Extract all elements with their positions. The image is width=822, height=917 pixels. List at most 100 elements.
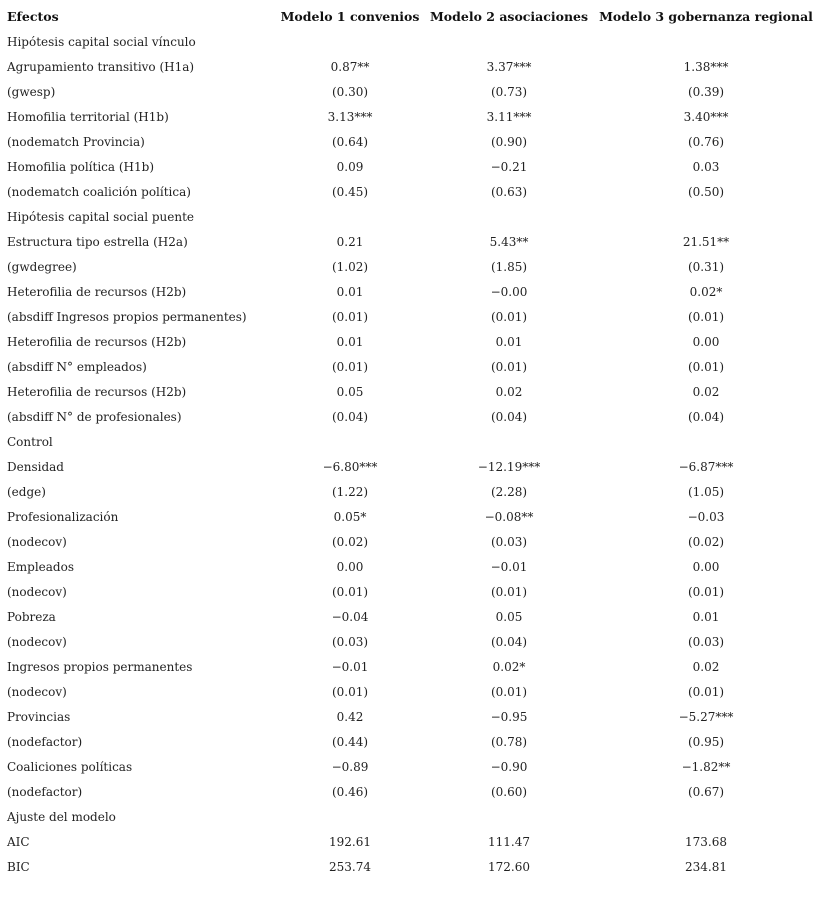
cell-value: 111.47 xyxy=(488,835,530,849)
cell-value: −1.82** xyxy=(681,760,731,774)
cell-value: (0.76) xyxy=(687,135,725,149)
row-label: Homofilia política (H1b) xyxy=(7,160,155,174)
cell-value: 253.74 xyxy=(329,860,371,874)
cell-value: (0.01) xyxy=(490,310,528,324)
cell-value: (0.60) xyxy=(490,785,528,799)
cell-value: 173.68 xyxy=(685,835,727,849)
cell-value: 3.37*** xyxy=(486,60,532,74)
cell-value: −0.01 xyxy=(490,560,528,574)
section-label: Ajuste del modelo xyxy=(7,810,116,824)
cell-value: (0.03) xyxy=(490,535,528,549)
row-label: Profesionalización xyxy=(7,510,119,524)
row-label: Pobreza xyxy=(7,610,56,624)
cell-value: (1.05) xyxy=(687,485,725,499)
cell-value: −0.08** xyxy=(484,510,534,524)
cell-value: 21.51** xyxy=(682,235,730,249)
cell-value: (0.01) xyxy=(490,585,528,599)
cell-value: 0.21 xyxy=(336,235,364,249)
cell-value: −6.87*** xyxy=(678,460,734,474)
section-label: Control xyxy=(7,435,53,449)
row-label: Coaliciones políticas xyxy=(7,760,133,774)
row-label: Homofilia territorial (H1b) xyxy=(7,110,169,124)
cell-value: (1.22) xyxy=(331,485,369,499)
cell-value: (0.01) xyxy=(331,685,369,699)
row-label: (absdiff Ingresos propios permanentes) xyxy=(7,310,247,324)
cell-value: 0.05 xyxy=(336,385,364,399)
cell-value: (0.64) xyxy=(331,135,369,149)
cell-value: 0.02 xyxy=(495,385,523,399)
row-label: (nodecov) xyxy=(7,685,67,699)
row-label: BIC xyxy=(7,860,30,874)
row-label: Heterofilia de recursos (H2b) xyxy=(7,385,187,399)
row-label: Provincias xyxy=(7,710,71,724)
column-header: Modelo 1 convenios xyxy=(280,9,420,24)
row-header-title: Efectos xyxy=(7,9,59,24)
column-header: Modelo 3 gobernanza regional xyxy=(599,9,813,24)
row-label: (nodefactor) xyxy=(7,735,83,749)
cell-value: (0.44) xyxy=(331,735,369,749)
cell-value: −12.19*** xyxy=(477,460,541,474)
row-label: Empleados xyxy=(7,560,74,574)
row-label: (nodematch Provincia) xyxy=(7,135,145,149)
cell-value: −0.03 xyxy=(687,510,725,524)
cell-value: −0.01 xyxy=(331,660,369,674)
row-label: (nodematch coalición política) xyxy=(7,185,191,199)
cell-value: 0.01 xyxy=(336,285,364,299)
cell-value: −5.27*** xyxy=(678,710,734,724)
cell-value: 0.03 xyxy=(692,160,720,174)
cell-value: −6.80*** xyxy=(322,460,378,474)
cell-value: (0.01) xyxy=(687,685,725,699)
row-label: (nodecov) xyxy=(7,535,67,549)
row-label: Estructura tipo estrella (H2a) xyxy=(7,235,188,249)
row-label: Agrupamiento transitivo (H1a) xyxy=(7,60,195,74)
cell-value: 3.11*** xyxy=(486,110,532,124)
cell-value: 0.09 xyxy=(336,160,364,174)
cell-value: −0.95 xyxy=(490,710,528,724)
cell-value: (2.28) xyxy=(490,485,528,499)
cell-value: (0.30) xyxy=(331,85,369,99)
cell-value: (0.04) xyxy=(490,635,528,649)
cell-value: (0.31) xyxy=(687,260,725,274)
cell-value: 0.87** xyxy=(330,60,370,74)
cell-value: 3.40*** xyxy=(683,110,729,124)
cell-value: 0.01 xyxy=(495,335,523,349)
cell-value: 1.38*** xyxy=(683,60,729,74)
cell-value: 192.61 xyxy=(329,835,371,849)
cell-value: (0.90) xyxy=(490,135,528,149)
cell-value: 0.02 xyxy=(692,660,720,674)
cell-value: (0.01) xyxy=(331,310,369,324)
row-label: (nodefactor) xyxy=(7,785,83,799)
cell-value: (0.67) xyxy=(687,785,725,799)
row-label: (nodecov) xyxy=(7,635,67,649)
cell-value: (0.01) xyxy=(331,360,369,374)
row-label: (gwesp) xyxy=(7,85,56,99)
cell-value: (1.02) xyxy=(331,260,369,274)
row-label: Densidad xyxy=(7,460,64,474)
cell-value: (0.04) xyxy=(490,410,528,424)
cell-value: (0.01) xyxy=(687,585,725,599)
cell-value: (0.63) xyxy=(490,185,528,199)
section-label: Hipótesis capital social puente xyxy=(7,210,195,224)
cell-value: (0.78) xyxy=(490,735,528,749)
cell-value: (0.39) xyxy=(687,85,725,99)
cell-value: 0.42 xyxy=(336,710,364,724)
cell-value: 0.02* xyxy=(689,285,723,299)
cell-value: 0.01 xyxy=(692,610,720,624)
cell-value: (0.95) xyxy=(687,735,725,749)
cell-value: 0.00 xyxy=(692,560,720,574)
cell-value: 0.05* xyxy=(333,510,367,524)
cell-value: −0.04 xyxy=(331,610,369,624)
cell-value: 0.01 xyxy=(336,335,364,349)
row-label: (nodecov) xyxy=(7,585,67,599)
cell-value: (1.85) xyxy=(490,260,528,274)
cell-value: (0.04) xyxy=(331,410,369,424)
row-label: (edge) xyxy=(7,485,46,499)
cell-value: −0.00 xyxy=(490,285,528,299)
cell-value: (0.01) xyxy=(490,360,528,374)
row-label: (gwdegree) xyxy=(7,260,77,274)
cell-value: 172.60 xyxy=(488,860,530,874)
cell-value: −0.21 xyxy=(490,160,528,174)
cell-value: (0.02) xyxy=(331,535,369,549)
cell-value: 0.00 xyxy=(336,560,364,574)
